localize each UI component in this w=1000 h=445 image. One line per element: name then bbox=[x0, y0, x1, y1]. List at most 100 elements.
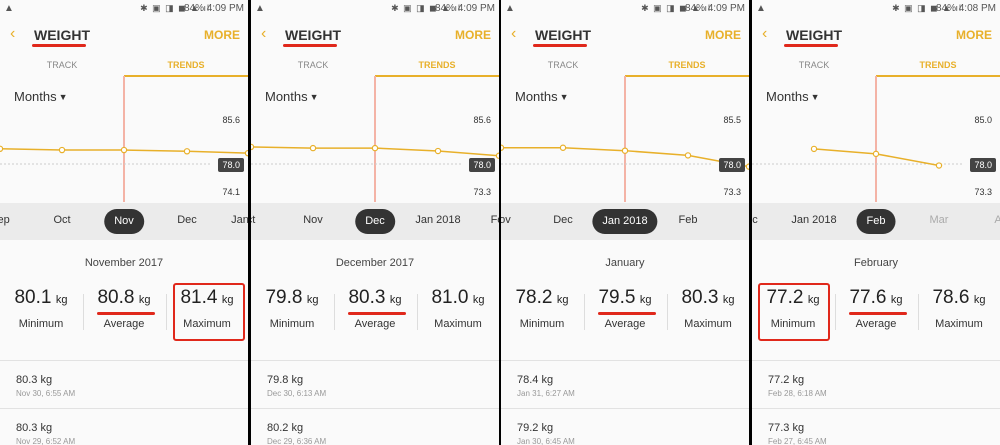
minimum-unit: kg bbox=[807, 294, 820, 306]
minimum-unit: kg bbox=[306, 294, 319, 306]
month-label[interactable]: Mar bbox=[929, 214, 949, 226]
tab-track[interactable]: TRACK bbox=[547, 60, 579, 70]
back-arrow-icon[interactable]: ‹ bbox=[10, 25, 16, 42]
entry-weight: 79.2 kg bbox=[517, 422, 554, 434]
clock-time: 4:08 PM bbox=[958, 3, 996, 14]
list-item[interactable]: 77.3 kg Feb 27, 6:45 AM bbox=[752, 409, 1000, 445]
trend-point bbox=[309, 144, 317, 152]
minimum-label: Minimum bbox=[770, 318, 816, 330]
range-dropdown[interactable]: Months ▼ bbox=[515, 89, 569, 104]
range-dropdown[interactable]: Months ▼ bbox=[14, 89, 68, 104]
month-label[interactable]: Jan bbox=[231, 214, 248, 226]
month-label[interactable]: Sep bbox=[0, 214, 10, 226]
entry-list: 77.2 kg Feb 28, 6:18 AM 77.3 kg Feb 27, 6:4… bbox=[752, 360, 1000, 445]
month-label[interactable]: Dec bbox=[553, 214, 573, 226]
y-axis-min: 73.3 bbox=[723, 187, 741, 197]
month-label[interactable]: Nov bbox=[303, 214, 323, 226]
month-label[interactable]: Fe bbox=[490, 214, 499, 226]
selected-month-pill[interactable]: Feb bbox=[856, 209, 896, 234]
maximum-stat: 80.3 kg Maximum bbox=[667, 287, 749, 330]
list-item[interactable]: 79.8 kg Dec 30, 6:13 AM bbox=[251, 361, 499, 409]
minimum-label: Minimum bbox=[269, 318, 315, 330]
range-dropdown[interactable]: Months ▼ bbox=[766, 89, 820, 104]
more-button[interactable]: MORE bbox=[455, 28, 491, 42]
entry-weight: 79.8 kg bbox=[267, 374, 304, 386]
back-arrow-icon[interactable]: ‹ bbox=[511, 25, 517, 42]
average-label: Average bbox=[604, 318, 646, 330]
list-item[interactable]: 80.3 kg Nov 30, 6:55 AM bbox=[0, 361, 248, 409]
list-item[interactable]: 80.3 kg Nov 29, 6:52 AM bbox=[0, 409, 248, 445]
goal-weight-badge: 78.0 bbox=[469, 158, 495, 172]
status-bar: ▲ ✱ ▣ ◨ ◼ ▲.ıl 84% 4:08 PM bbox=[752, 0, 1000, 18]
page-title: WEIGHT bbox=[285, 27, 341, 43]
list-item[interactable]: 78.4 kg Jan 31, 6:27 AM bbox=[501, 361, 749, 409]
entry-date: Nov 30, 6:55 AM bbox=[16, 389, 76, 398]
tab-trends[interactable]: TRENDS bbox=[418, 60, 456, 70]
month-selector[interactable]: Sep Oct Nov Dec Jan bbox=[0, 203, 248, 240]
tab-track[interactable]: TRACK bbox=[297, 60, 329, 70]
selected-month-pill[interactable]: Dec bbox=[355, 209, 395, 234]
list-item[interactable]: 79.2 kg Jan 30, 6:45 AM bbox=[501, 409, 749, 445]
title-annotation-underline bbox=[283, 44, 337, 47]
average-label: Average bbox=[855, 318, 897, 330]
minimum-value: 78.2 bbox=[515, 287, 553, 308]
average-unit: kg bbox=[639, 294, 652, 306]
selected-month-pill[interactable]: Nov bbox=[104, 209, 144, 234]
maximum-value: 81.0 bbox=[431, 287, 469, 308]
tab-track[interactable]: TRACK bbox=[46, 60, 78, 70]
minimum-label: Minimum bbox=[18, 318, 64, 330]
selected-month-pill[interactable]: Jan 2018 bbox=[592, 209, 658, 234]
tab-trends[interactable]: TRENDS bbox=[167, 60, 205, 70]
month-label[interactable]: Jan 2018 bbox=[415, 214, 461, 226]
back-arrow-icon[interactable]: ‹ bbox=[261, 25, 267, 42]
list-item[interactable]: 80.2 kg Dec 29, 6:36 AM bbox=[251, 409, 499, 445]
tab-bar: TRACK TRENDS bbox=[0, 58, 248, 78]
month-label[interactable]: ct bbox=[251, 214, 256, 226]
month-label[interactable]: Oct bbox=[53, 214, 71, 226]
more-button[interactable]: MORE bbox=[705, 28, 741, 42]
month-label[interactable]: Jan 2018 bbox=[791, 214, 837, 226]
more-button[interactable]: MORE bbox=[204, 28, 240, 42]
weight-trend-chart bbox=[251, 76, 499, 202]
average-stat: 79.5 kg Average bbox=[584, 287, 666, 330]
entry-weight: 77.3 kg bbox=[768, 422, 805, 434]
entry-date: Dec 30, 6:13 AM bbox=[267, 389, 327, 398]
tab-trends[interactable]: TRENDS bbox=[668, 60, 706, 70]
month-selector[interactable]: Nov Dec Jan 2018 Feb bbox=[501, 203, 749, 240]
status-icons: ✱ ▣ ◨ ◼ ▲.ıl bbox=[140, 3, 210, 13]
back-arrow-icon[interactable]: ‹ bbox=[762, 25, 768, 42]
stat-divider bbox=[667, 294, 668, 330]
tab-track[interactable]: TRACK bbox=[798, 60, 830, 70]
trend-point bbox=[501, 144, 505, 151]
goal-weight-badge: 78.0 bbox=[970, 158, 996, 172]
stat-divider bbox=[417, 294, 418, 330]
month-label[interactable]: Feb bbox=[678, 214, 698, 226]
tab-bar: TRACK TRENDS bbox=[752, 58, 1000, 78]
month-selector[interactable]: ec Jan 2018 Feb Mar A bbox=[752, 203, 1000, 240]
month-label[interactable]: Dec bbox=[177, 214, 197, 226]
tab-trends[interactable]: TRENDS bbox=[919, 60, 957, 70]
period-title: January bbox=[605, 257, 645, 269]
average-value: 77.6 bbox=[849, 287, 887, 308]
range-dropdown[interactable]: Months ▼ bbox=[265, 89, 319, 104]
more-button[interactable]: MORE bbox=[956, 28, 992, 42]
month-label[interactable]: A bbox=[994, 214, 1000, 226]
trend-point bbox=[872, 150, 880, 158]
maximum-unit: kg bbox=[973, 294, 986, 306]
battery-level: 84% bbox=[434, 3, 455, 14]
month-label[interactable]: ec bbox=[752, 214, 758, 226]
list-item[interactable]: 77.2 kg Feb 28, 6:18 AM bbox=[752, 361, 1000, 409]
month-selector[interactable]: ct Nov Dec Jan 2018 Fe bbox=[251, 203, 499, 240]
status-bar: ▲ ✱ ▣ ◨ ◼ ▲.ıl 84% 4:09 PM bbox=[501, 0, 749, 18]
maximum-stat: 78.6 kg Maximum bbox=[918, 287, 1000, 330]
minimum-stat: 80.1 kg Minimum bbox=[0, 287, 82, 330]
stat-divider bbox=[918, 294, 919, 330]
trend-point bbox=[244, 149, 248, 157]
trend-point bbox=[251, 143, 255, 151]
active-tab-indicator bbox=[124, 75, 248, 77]
page-title: WEIGHT bbox=[535, 27, 591, 43]
month-label[interactable]: Nov bbox=[501, 214, 511, 226]
average-stat: 77.6 kg Average bbox=[835, 287, 917, 330]
weight-trend-chart bbox=[0, 76, 248, 202]
entry-weight: 78.4 kg bbox=[517, 374, 554, 386]
